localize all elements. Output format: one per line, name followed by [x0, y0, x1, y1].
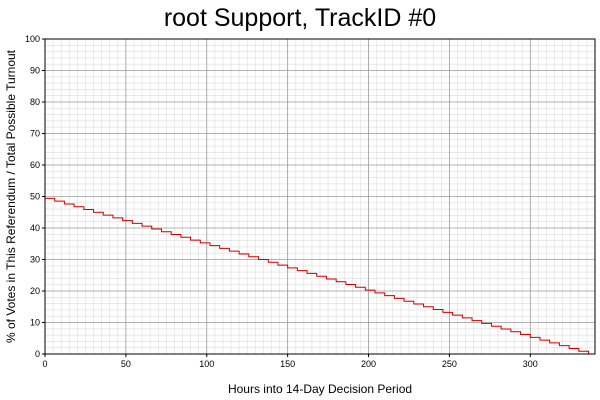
y-tick-label: 100: [25, 34, 40, 44]
y-tick-label: 30: [30, 255, 40, 265]
y-tick-label: 80: [30, 97, 40, 107]
y-tick-label: 10: [30, 318, 40, 328]
y-tick-label: 90: [30, 66, 40, 76]
x-tick-label: 100: [199, 359, 214, 369]
y-axis-label: % of Votes in This Referendum / Total Po…: [4, 49, 18, 343]
y-tick-label: 0: [35, 349, 40, 359]
x-tick-label: 50: [121, 359, 131, 369]
y-tick-label: 70: [30, 129, 40, 139]
y-tick-label: 20: [30, 286, 40, 296]
x-axis-ticks: 0 50 100 150 200 250 300: [42, 354, 538, 369]
x-tick-label: 300: [523, 359, 538, 369]
chart-title: root Support, TrackID #0: [163, 4, 437, 32]
y-tick-label: 60: [30, 160, 40, 170]
x-tick-label: 200: [361, 359, 376, 369]
y-axis-ticks: 0 10 20 30 40 50 60 70 80 90 100: [25, 34, 45, 359]
support-series-line: [45, 197, 595, 355]
series-layer: [45, 197, 595, 355]
x-tick-label: 250: [442, 359, 457, 369]
y-tick-label: 40: [30, 223, 40, 233]
x-tick-label: 150: [280, 359, 295, 369]
y-tick-label: 50: [30, 192, 40, 202]
x-axis-label: Hours into 14-Day Decision Period: [228, 382, 412, 396]
x-tick-label: 0: [42, 359, 47, 369]
